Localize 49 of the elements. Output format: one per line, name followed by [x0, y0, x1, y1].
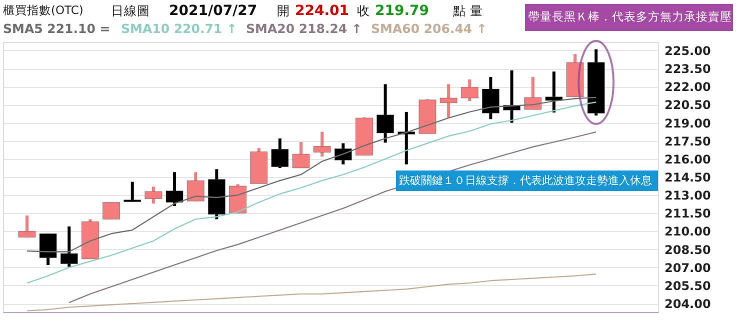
- y-tick-label: 210.00: [664, 224, 711, 239]
- text: 點 量: [452, 3, 483, 18]
- line-series: [26, 102, 597, 284]
- y-tick-label: 205.50: [664, 278, 711, 293]
- text: 日線圖: [111, 3, 150, 18]
- text: 帶量長黑Ｋ棒．代表多方無力承接賣壓: [528, 10, 732, 24]
- y-tick-label: 223.50: [664, 62, 711, 76]
- y-tick-label: 208.50: [664, 242, 711, 257]
- y-tick-label: 213.00: [664, 188, 711, 203]
- text: 224.01: [295, 3, 350, 19]
- y-tick-label: 220.50: [664, 98, 711, 112]
- text: SMA20 218.24 ↑: [246, 21, 362, 36]
- candlestick: [166, 172, 184, 206]
- y-tick-label: 211.50: [664, 206, 711, 221]
- candlestick: [292, 142, 310, 168]
- candlestick: [376, 84, 394, 143]
- y-tick-label: 219.00: [664, 116, 711, 130]
- y-tick-label: 222.00: [664, 80, 711, 94]
- candlestick: [440, 84, 458, 118]
- text: 收: [357, 3, 370, 18]
- text: 219.79: [375, 3, 430, 19]
- candlestick: [460, 79, 478, 102]
- y-tick-label: 214.50: [664, 170, 711, 184]
- y-tick-label: 204.00: [664, 297, 711, 312]
- candlestick: [144, 186, 162, 204]
- candlestick: [545, 72, 563, 113]
- candlestick: [60, 226, 78, 267]
- candlestick: [186, 172, 204, 202]
- y-tick-label: 225.00: [664, 44, 711, 58]
- text: SMA5 221.10 =: [3, 21, 110, 36]
- y-tick-label: 207.00: [664, 260, 711, 275]
- candlestick: [334, 143, 352, 164]
- text: 開: [277, 3, 290, 18]
- text: SMA60 206.44 ↑: [371, 21, 487, 36]
- candlestick: [18, 216, 36, 238]
- y-tick-label: 217.50: [664, 134, 711, 148]
- annotation: 跌破關鍵１０日線支撐．代表此波進攻走勢進入休息: [399, 174, 652, 187]
- candlestick: [124, 182, 142, 202]
- text: SMA10 220.71 ↑: [121, 21, 237, 36]
- line-series: [68, 131, 597, 304]
- text: 2021/07/27: [169, 3, 258, 19]
- y-tick-label: 216.00: [664, 152, 711, 166]
- candlestick: [524, 76, 542, 110]
- line-series: [26, 96, 597, 252]
- candlestick: [102, 202, 120, 220]
- line-series: [26, 274, 597, 312]
- text: 櫃買指數(OTC): [3, 3, 84, 17]
- candlestick: [271, 138, 289, 168]
- candlestick: [313, 132, 331, 157]
